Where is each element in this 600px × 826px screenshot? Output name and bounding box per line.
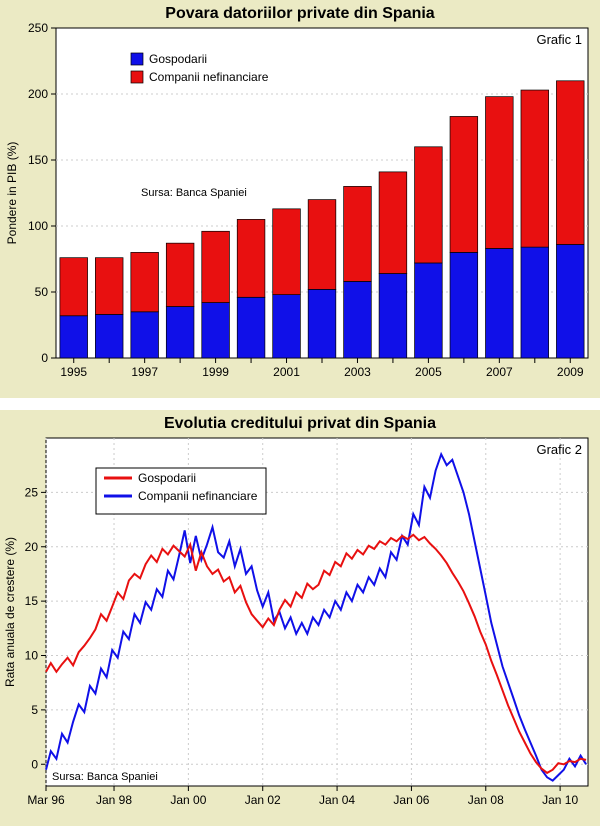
chart-title: Povara datoriilor private din Spania: [165, 5, 435, 22]
bar-segment: [521, 247, 549, 358]
bar: [521, 90, 549, 358]
bar-segment: [95, 258, 123, 315]
bar-segment: [486, 97, 514, 249]
bar: [344, 186, 372, 358]
xtick-label: Jan 00: [170, 793, 206, 807]
xtick-label: Jan 98: [96, 793, 132, 807]
bar-segment: [166, 307, 194, 358]
xtick-label: Mar 96: [27, 793, 65, 807]
xtick-label: 2009: [557, 365, 584, 379]
bar-segment: [308, 289, 336, 358]
bar-segment: [415, 263, 443, 358]
chart-panel-1: 0 50 100 150 200 250 1995 1997 1999 2001 2003 2005 2…: [0, 0, 600, 398]
debt-burden-chart: 0 50 100 150 200 250 1995 1997 1999 2001 2003 2005 2…: [0, 0, 600, 398]
xtick-label: Jan 04: [319, 793, 355, 807]
bar-segment: [450, 116, 478, 252]
bar-segment: [344, 281, 372, 358]
bar: [556, 81, 584, 358]
bar-segment: [556, 244, 584, 358]
ytick-label: 200: [28, 87, 48, 101]
bar: [60, 258, 88, 358]
bar-segment: [344, 186, 372, 281]
y-axis-label: Rata anuala de crestere (%): [3, 537, 17, 687]
bar: [273, 209, 301, 358]
chart-panel-2: 0 5 10 15 20 25 Mar 96 Jan 98 Jan 00 Jan 02 Jan 04…: [0, 410, 600, 826]
xtick-label: Jan 02: [245, 793, 281, 807]
bar: [166, 243, 194, 358]
bar-segment: [486, 248, 514, 358]
xtick-label: Jan 10: [542, 793, 578, 807]
xtick-label: Jan 08: [468, 793, 504, 807]
legend-label: Companii nefinanciare: [138, 489, 258, 503]
ytick-label: 250: [28, 21, 48, 35]
bar-segment: [60, 316, 88, 358]
bar: [95, 258, 123, 358]
ytick-label: 10: [25, 649, 39, 663]
bar-segment: [450, 252, 478, 358]
xtick-label: 2001: [273, 365, 300, 379]
ytick-label: 0: [41, 351, 48, 365]
chart-corner-label: Grafic 2: [536, 442, 582, 457]
source-text: Sursa: Banca Spaniei: [52, 771, 158, 783]
ytick-label: 100: [28, 219, 48, 233]
xtick-label: 1999: [202, 365, 229, 379]
xtick-label: Jan 06: [393, 793, 429, 807]
ytick-label: 20: [25, 540, 39, 554]
bar: [415, 147, 443, 358]
ytick-label: 5: [31, 703, 38, 717]
bar-segment: [379, 172, 407, 274]
bar-segment: [415, 147, 443, 263]
legend-label: Companii nefinanciare: [149, 70, 269, 84]
legend-swatch: [131, 71, 143, 83]
y-axis-label: Pondere in PIB (%): [5, 142, 19, 245]
ytick-label: 15: [25, 594, 39, 608]
ytick-label: 25: [25, 485, 39, 499]
xtick-label: 1995: [60, 365, 87, 379]
bar: [486, 97, 514, 358]
ytick-label: 0: [31, 757, 38, 771]
chart-corner-label: Grafic 1: [536, 32, 582, 47]
bar-segment: [237, 297, 265, 358]
bar: [202, 231, 230, 358]
bar-segment: [273, 295, 301, 358]
bar-segment: [202, 303, 230, 358]
bar-segment: [166, 243, 194, 306]
bar-segment: [95, 314, 123, 358]
chart-title: Evolutia creditului privat din Spania: [164, 415, 436, 432]
bar-segment: [273, 209, 301, 295]
bar: [237, 219, 265, 358]
bar-segment: [308, 200, 336, 290]
ytick-label: 150: [28, 153, 48, 167]
legend-label: Gospodarii: [149, 52, 207, 66]
credit-growth-chart: 0 5 10 15 20 25 Mar 96 Jan 98 Jan 00 Jan 02 Jan 04…: [0, 410, 600, 826]
bar-segment: [202, 231, 230, 302]
bar-segment: [379, 274, 407, 358]
bar: [308, 200, 336, 358]
bar: [131, 252, 159, 358]
bar-segment: [60, 258, 88, 316]
ytick-label: 50: [35, 285, 49, 299]
xtick-label: 2007: [486, 365, 513, 379]
bar: [450, 116, 478, 358]
xtick-label: 1997: [131, 365, 158, 379]
bar-segment: [131, 312, 159, 358]
legend-swatch: [131, 53, 143, 65]
bar: [379, 172, 407, 358]
bar-segment: [556, 81, 584, 245]
xtick-label: 2005: [415, 365, 442, 379]
bar-segment: [237, 219, 265, 297]
bar-segment: [131, 252, 159, 311]
bar-segment: [521, 90, 549, 247]
source-text: Sursa: Banca Spaniei: [141, 187, 247, 199]
xtick-label: 2003: [344, 365, 371, 379]
legend-label: Gospodarii: [138, 471, 196, 485]
